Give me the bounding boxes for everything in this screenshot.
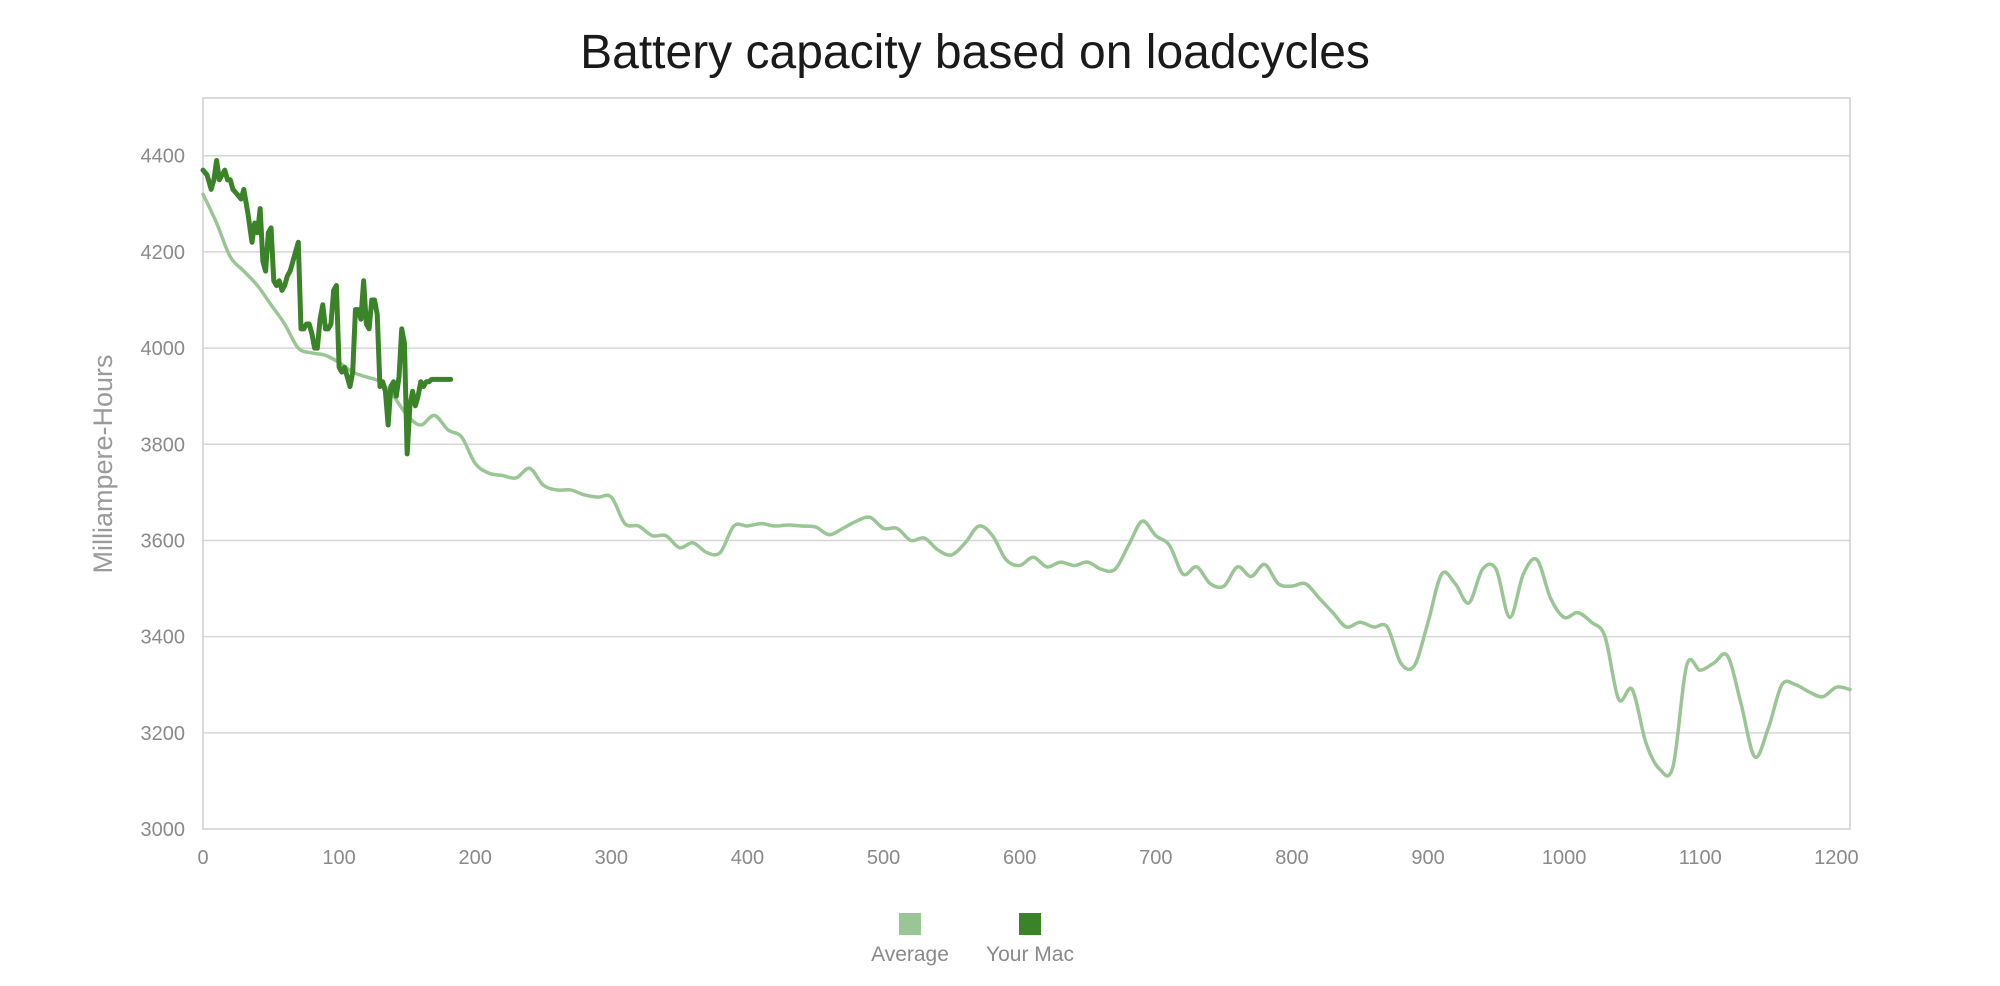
- x-tick-label: 400: [731, 847, 764, 869]
- series-line-your-mac: [200, 158, 454, 457]
- series-line-average: [201, 192, 1852, 778]
- legend-swatch: [899, 913, 921, 935]
- x-tick-label: 1000: [1542, 847, 1587, 869]
- x-tick-label: 800: [1275, 847, 1308, 869]
- x-tick-label: 900: [1411, 847, 1444, 869]
- y-tick-label: 4400: [141, 146, 186, 168]
- x-tick-label: 1200: [1814, 847, 1859, 869]
- y-axis-ticks: 3000 3200 3400 3600 3800 4000 4200 4400: [141, 146, 186, 841]
- y-tick-label: 3800: [141, 434, 186, 456]
- x-tick-label: 200: [459, 847, 492, 869]
- legend-label: Average: [871, 943, 949, 966]
- x-tick-label: 0: [197, 847, 208, 869]
- series-lines: [200, 158, 1852, 778]
- plot-area-frame: [202, 97, 1851, 830]
- y-tick-label: 4000: [141, 338, 186, 360]
- y-axis-label: Milliampere-Hours: [88, 354, 118, 573]
- x-tick-label: 1100: [1679, 847, 1722, 869]
- gridlines: [203, 154, 1850, 734]
- x-axis-ticks: 0 100 200 300 400 500 600 700 800 900 1000 1100 1200: [197, 847, 1858, 869]
- y-tick-label: 3600: [141, 530, 186, 552]
- x-tick-label: 700: [1139, 847, 1172, 869]
- chart-title: Battery capacity based on loadcycles: [580, 26, 1370, 79]
- legend-label: Your Mac: [986, 943, 1074, 966]
- legend-swatch: [1019, 913, 1041, 935]
- y-tick-label: 4200: [141, 242, 186, 264]
- x-tick-label: 600: [1003, 847, 1036, 869]
- legend: Average Your Mac: [871, 913, 1074, 966]
- y-tick-label: 3200: [141, 723, 186, 745]
- x-tick-label: 100: [322, 847, 355, 869]
- y-tick-label: 3000: [141, 819, 186, 841]
- y-tick-label: 3400: [141, 627, 186, 649]
- x-tick-label: 300: [595, 847, 628, 869]
- x-tick-label: 500: [867, 847, 900, 869]
